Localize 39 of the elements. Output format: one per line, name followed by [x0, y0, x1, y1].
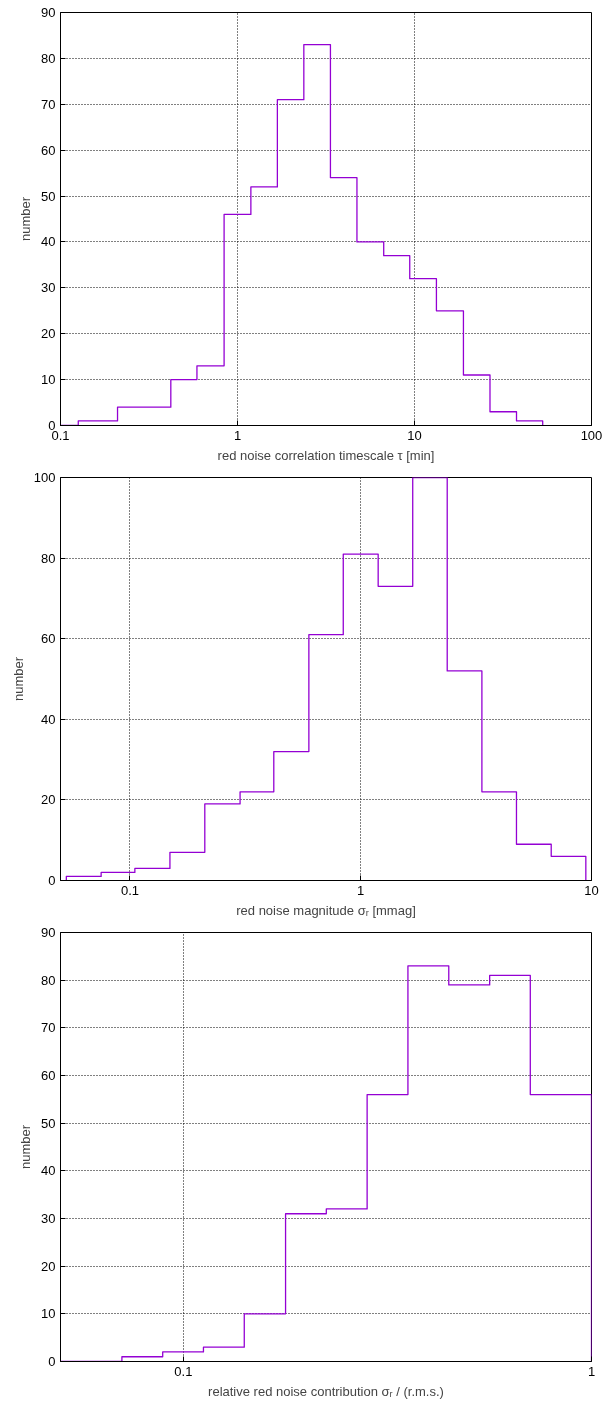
y-tick-label: 10	[41, 372, 56, 388]
y-tick-label: 80	[41, 972, 56, 988]
y-tick-label: 70	[41, 96, 56, 112]
y-tick-label: 50	[41, 188, 56, 204]
y-tick-label: 40	[41, 234, 56, 250]
y-tick-label: 70	[41, 1020, 56, 1036]
x-tick-label: 100	[580, 427, 603, 443]
y-tick-label: 100	[33, 470, 56, 485]
y-tick-label: 20	[41, 792, 56, 808]
y-axis-title: number	[10, 656, 26, 702]
x-axis-title: red noise magnitude σᵣ [mmag]	[236, 902, 416, 918]
x-tick-label: 1	[357, 882, 365, 898]
x-tick-label: 10	[407, 427, 422, 443]
y-tick-label: 0	[48, 1354, 56, 1369]
x-axis-title: relative red noise contribution σᵣ / (r.m.s.)	[208, 1383, 444, 1399]
y-tick-label: 30	[41, 280, 56, 296]
y-tick-label: 20	[41, 1258, 56, 1274]
y-tick-label: 40	[41, 1163, 56, 1179]
y-tick-label: 60	[41, 142, 56, 158]
x-tick-label: 0.1	[174, 1363, 193, 1379]
y-tick-label: 30	[41, 1211, 56, 1226]
y-tick-label: 0	[48, 873, 56, 888]
y-tick-label: 90	[41, 925, 56, 940]
y-tick-label: 90	[41, 5, 56, 20]
y-tick-label: 60	[41, 631, 56, 647]
y-tick-label: 60	[41, 1068, 56, 1083]
y-axis-title: number	[18, 1124, 34, 1170]
y-tick-label: 10	[41, 1306, 56, 1322]
x-axis-title: red noise correlation timescale τ [min]	[217, 447, 435, 463]
x-tick-label: 10	[584, 882, 599, 898]
x-tick-label: 1	[587, 1363, 596, 1379]
x-tick-label: 0.1	[120, 882, 140, 898]
y-tick-label: 20	[41, 326, 56, 342]
y-tick-label: 80	[41, 550, 56, 566]
y-tick-label: 40	[41, 711, 56, 727]
y-axis-title: number	[18, 196, 34, 242]
y-tick-label: 50	[41, 1115, 56, 1131]
x-tick-label: 1	[233, 427, 242, 443]
y-tick-label: 80	[41, 50, 56, 66]
